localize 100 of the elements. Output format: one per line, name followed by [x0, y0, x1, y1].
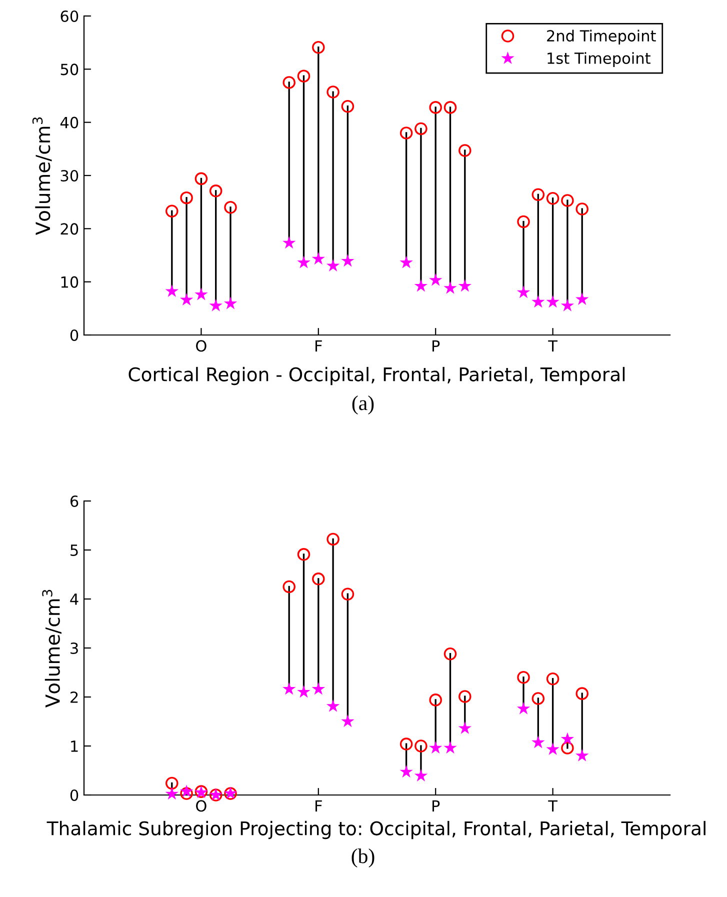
point: [312, 682, 326, 695]
point: [282, 580, 296, 594]
point: [517, 215, 530, 228]
point: [209, 184, 222, 198]
point: [194, 172, 208, 186]
y-tick-label: 6: [70, 495, 78, 508]
y-tick-label: 5: [70, 544, 78, 556]
point: [575, 292, 589, 305]
point: [326, 699, 340, 712]
point: [444, 741, 457, 754]
point: [326, 258, 340, 272]
point: [312, 252, 326, 265]
point: [400, 738, 413, 750]
point: [341, 588, 354, 600]
legend-label: 2nd Timepoint: [547, 30, 656, 45]
point: [560, 732, 574, 745]
point: [180, 787, 193, 800]
point: [561, 194, 574, 207]
y-tick-label: 2: [70, 691, 78, 703]
point: [560, 298, 574, 312]
legend-label: 1st Timepoint: [548, 52, 650, 67]
x-axis-title: Cortical Region - Occipital, Frontal, Parietal, Temporal: [128, 366, 625, 386]
point: [165, 787, 179, 800]
point: [429, 694, 442, 706]
y-tick-label: 30: [60, 170, 78, 182]
point: [458, 721, 472, 734]
x-tick-label: T: [548, 340, 558, 352]
point: [546, 672, 560, 686]
y-tick-label: 4: [70, 594, 78, 605]
text: (b): [352, 848, 374, 868]
point: [414, 122, 428, 136]
point: [166, 776, 178, 790]
point: [297, 256, 310, 268]
point: [282, 682, 296, 695]
y-tick-label: 20: [60, 223, 78, 235]
point: [341, 100, 354, 113]
point: [400, 256, 413, 268]
point: [180, 292, 194, 306]
y-tick-label: 3: [70, 642, 78, 654]
x-tick-label: F: [316, 800, 322, 812]
point: [532, 692, 545, 705]
point: [209, 298, 222, 312]
point: [297, 548, 310, 561]
point: [575, 748, 589, 762]
point: [400, 765, 413, 778]
y-axis-title: Volume/cm$^{3}$: [32, 117, 52, 236]
y-tick-label: 1: [71, 740, 78, 752]
point: [458, 144, 472, 157]
point: [326, 86, 340, 98]
point: [326, 532, 340, 546]
point: [576, 202, 588, 216]
point: [414, 768, 428, 782]
point: [458, 279, 472, 292]
point: [576, 687, 588, 700]
point: [180, 784, 194, 798]
point: [429, 101, 442, 114]
point: [297, 70, 310, 82]
point: [400, 126, 413, 140]
point: [546, 742, 560, 756]
point: [516, 286, 530, 298]
point: [224, 201, 237, 214]
x-tick-label: O: [196, 800, 206, 812]
point: [444, 281, 457, 294]
point: [414, 279, 428, 292]
point: [312, 572, 325, 586]
point: [194, 288, 208, 300]
y-axis-title: Volume/cm$^{3}$: [42, 590, 62, 708]
point: [166, 204, 178, 218]
point: [516, 702, 530, 714]
point: [444, 101, 457, 114]
x-tick-label: F: [316, 340, 322, 352]
x-tick-label: T: [548, 800, 558, 812]
point: [561, 742, 574, 754]
point: [282, 236, 296, 249]
point: [341, 254, 354, 267]
text: (a): [352, 396, 374, 414]
y-tick-label: 50: [60, 64, 78, 76]
point: [428, 273, 442, 286]
point: [165, 284, 179, 298]
y-tick-label: 10: [61, 276, 78, 288]
point: [414, 740, 428, 752]
point: [532, 295, 545, 308]
y-tick-label: 40: [60, 116, 78, 128]
point: [282, 76, 296, 89]
point: [224, 296, 238, 310]
x-tick-label: P: [432, 800, 440, 812]
point: [444, 647, 457, 660]
point: [180, 191, 193, 204]
point: [458, 690, 472, 703]
y-tick-label: 0: [70, 789, 78, 802]
x-tick-label: P: [432, 340, 440, 352]
point: [517, 671, 530, 684]
x-axis-title: Thalamic Subregion Projecting to: Occipital, Frontal, Parietal, Temporal: [46, 820, 706, 840]
point: [428, 741, 442, 754]
y-tick-label: 0: [70, 329, 78, 342]
point: [312, 40, 325, 54]
point: [546, 192, 560, 205]
x-tick-label: O: [196, 340, 206, 352]
y-tick-label: 60: [60, 10, 78, 22]
point: [546, 295, 560, 308]
